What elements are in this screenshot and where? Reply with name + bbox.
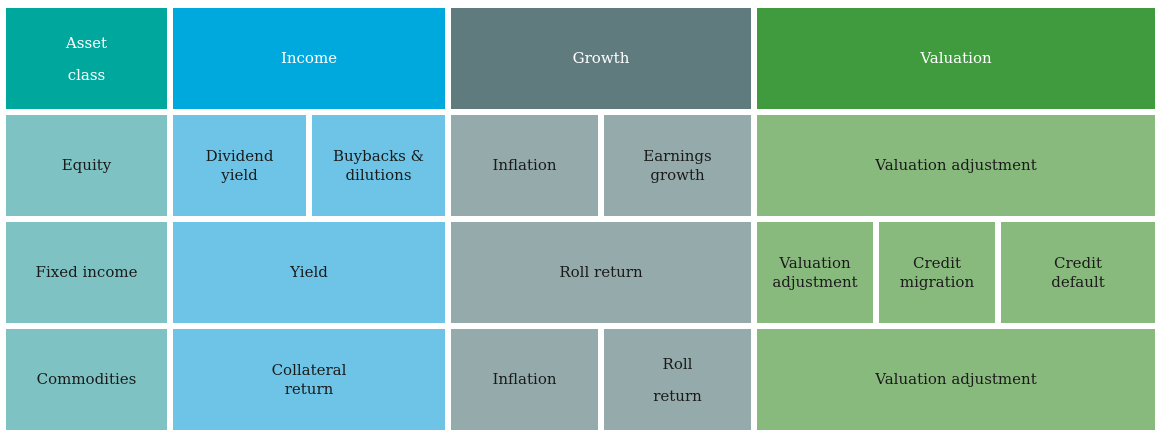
row-label-equity: Equity [6, 115, 167, 216]
commodities-roll-return: Roll return [604, 329, 751, 430]
equity-dividend-yield: Dividend yield [173, 115, 306, 216]
commodities-collateral-return: Collateral return [173, 329, 445, 430]
equity-valuation-adjustment: Valuation adjustment [757, 115, 1155, 216]
equity-buybacks-dilutions: Buybacks & dilutions [312, 115, 445, 216]
header-income: Income [173, 8, 445, 109]
equity-inflation: Inflation [451, 115, 598, 216]
header-growth: Growth [451, 8, 751, 109]
header-asset-class: Asset class [6, 8, 167, 109]
commodities-valuation-adjustment: Valuation adjustment [757, 329, 1155, 430]
fixed-income-yield: Yield [173, 222, 445, 323]
fixed-income-valuation-adjustment: Valuation adjustment [757, 222, 873, 323]
fixed-income-credit-migration: Credit migration [879, 222, 995, 323]
fixed-income-roll-return: Roll return [451, 222, 751, 323]
row-label-fixed-income: Fixed income [6, 222, 167, 323]
equity-earnings-growth: Earnings growth [604, 115, 751, 216]
row-label-commodities: Commodities [6, 329, 167, 430]
commodities-inflation: Inflation [451, 329, 598, 430]
fixed-income-credit-default: Credit default [1001, 222, 1155, 323]
header-valuation: Valuation [757, 8, 1155, 109]
